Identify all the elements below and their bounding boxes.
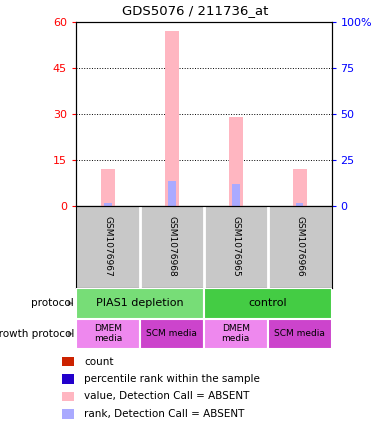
Bar [140, 319, 204, 349]
Bar [104, 203, 112, 206]
Text: GDS5076 / 211736_at: GDS5076 / 211736_at [122, 4, 268, 17]
Bar [62, 374, 74, 384]
Text: GSM1076966: GSM1076966 [295, 217, 304, 277]
Bar [62, 392, 74, 401]
Bar [62, 357, 74, 366]
Text: SCM media: SCM media [274, 329, 325, 338]
Text: value, Detection Call = ABSENT: value, Detection Call = ABSENT [84, 391, 250, 401]
Text: control: control [248, 298, 287, 308]
Bar [62, 409, 74, 419]
Bar [204, 288, 332, 319]
Bar [229, 117, 243, 206]
Text: rank, Detection Call = ABSENT: rank, Detection Call = ABSENT [84, 409, 245, 419]
Bar [296, 203, 303, 206]
Text: PIAS1 depletion: PIAS1 depletion [96, 298, 184, 308]
Text: GSM1076968: GSM1076968 [167, 217, 176, 277]
Text: DMEM
media: DMEM media [94, 324, 122, 343]
Text: GSM1076965: GSM1076965 [231, 217, 240, 277]
Text: DMEM
media: DMEM media [222, 324, 250, 343]
Bar [268, 319, 332, 349]
Bar [292, 169, 307, 206]
Bar [165, 31, 179, 206]
Bar [204, 319, 268, 349]
Text: percentile rank within the sample: percentile rank within the sample [84, 374, 260, 384]
Bar [101, 169, 115, 206]
Text: GSM1076967: GSM1076967 [103, 217, 112, 277]
Text: count: count [84, 357, 113, 367]
Text: growth protocol: growth protocol [0, 329, 74, 339]
Text: protocol: protocol [31, 298, 74, 308]
Bar [76, 288, 204, 319]
Text: SCM media: SCM media [146, 329, 197, 338]
Bar [168, 181, 176, 206]
Bar [232, 184, 239, 206]
Bar [76, 319, 140, 349]
